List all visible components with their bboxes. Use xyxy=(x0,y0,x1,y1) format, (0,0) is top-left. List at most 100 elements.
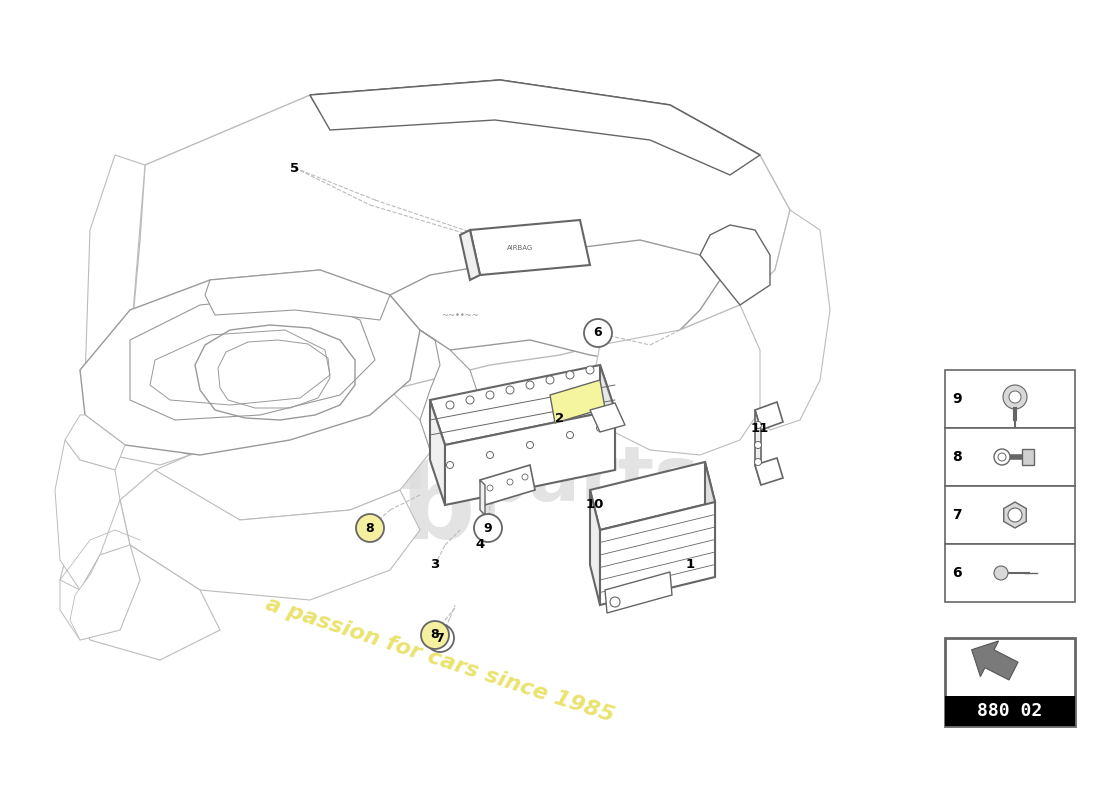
Circle shape xyxy=(610,597,620,607)
Circle shape xyxy=(755,422,761,429)
Circle shape xyxy=(356,514,384,542)
Polygon shape xyxy=(130,80,790,455)
Polygon shape xyxy=(605,572,672,613)
Circle shape xyxy=(446,415,465,435)
Text: 8: 8 xyxy=(431,629,439,642)
Polygon shape xyxy=(550,380,605,423)
Polygon shape xyxy=(755,402,783,430)
Circle shape xyxy=(755,442,761,449)
Bar xyxy=(945,544,1075,602)
Text: parts: parts xyxy=(475,443,701,517)
Polygon shape xyxy=(705,462,715,577)
Circle shape xyxy=(486,451,494,458)
Polygon shape xyxy=(446,410,615,505)
Polygon shape xyxy=(590,490,600,605)
Polygon shape xyxy=(70,545,140,640)
Polygon shape xyxy=(430,365,615,445)
Text: 9: 9 xyxy=(953,392,961,406)
Polygon shape xyxy=(60,500,220,660)
Polygon shape xyxy=(470,220,590,275)
Circle shape xyxy=(1003,385,1027,409)
Polygon shape xyxy=(85,155,190,465)
Circle shape xyxy=(434,405,475,445)
Text: 1: 1 xyxy=(685,558,694,571)
Circle shape xyxy=(586,366,594,374)
Polygon shape xyxy=(310,80,760,175)
Circle shape xyxy=(426,624,454,652)
Circle shape xyxy=(584,319,612,347)
Text: 8: 8 xyxy=(365,522,374,534)
Polygon shape xyxy=(205,270,390,320)
Text: 880 02: 880 02 xyxy=(978,702,1043,720)
Text: euro: euro xyxy=(250,410,518,510)
Circle shape xyxy=(522,474,528,480)
Polygon shape xyxy=(65,415,125,470)
Polygon shape xyxy=(700,225,770,305)
Bar xyxy=(1022,449,1034,465)
Text: AIRBAG: AIRBAG xyxy=(507,245,534,251)
Circle shape xyxy=(998,453,1006,461)
Circle shape xyxy=(596,425,604,431)
Circle shape xyxy=(1009,391,1021,403)
Circle shape xyxy=(486,391,494,399)
Polygon shape xyxy=(155,390,440,520)
Polygon shape xyxy=(600,502,715,605)
Circle shape xyxy=(527,442,534,449)
Circle shape xyxy=(994,566,1008,580)
Polygon shape xyxy=(130,295,375,420)
Circle shape xyxy=(526,381,534,389)
Polygon shape xyxy=(595,305,760,455)
Circle shape xyxy=(421,621,449,649)
Text: 11: 11 xyxy=(751,422,769,434)
Bar xyxy=(945,370,1075,428)
Polygon shape xyxy=(310,80,760,165)
Bar xyxy=(945,696,1075,726)
Text: 7: 7 xyxy=(953,508,961,522)
Polygon shape xyxy=(120,470,420,600)
Circle shape xyxy=(447,462,453,469)
Text: 8: 8 xyxy=(953,450,961,464)
Circle shape xyxy=(755,458,761,466)
Polygon shape xyxy=(460,230,480,280)
Circle shape xyxy=(546,376,554,384)
Bar xyxy=(945,428,1075,486)
Polygon shape xyxy=(390,240,720,360)
Circle shape xyxy=(507,479,513,485)
Polygon shape xyxy=(590,403,625,432)
Circle shape xyxy=(566,431,573,438)
Text: 2: 2 xyxy=(556,411,564,425)
Polygon shape xyxy=(55,440,120,590)
Text: 6: 6 xyxy=(594,326,603,339)
Text: ~~••~~: ~~••~~ xyxy=(441,310,478,319)
Polygon shape xyxy=(480,480,485,515)
Text: a passion for cars since 1985: a passion for cars since 1985 xyxy=(263,594,617,726)
Polygon shape xyxy=(600,365,615,470)
Polygon shape xyxy=(590,462,715,530)
Text: 5: 5 xyxy=(290,162,299,174)
Polygon shape xyxy=(60,545,140,640)
Text: 4: 4 xyxy=(475,538,485,551)
Text: b: b xyxy=(400,459,474,561)
Polygon shape xyxy=(755,410,761,485)
Bar xyxy=(945,638,1075,726)
Circle shape xyxy=(506,386,514,394)
Circle shape xyxy=(566,371,574,379)
Polygon shape xyxy=(700,210,830,430)
Polygon shape xyxy=(150,330,330,405)
Bar xyxy=(945,486,1075,544)
Polygon shape xyxy=(755,458,783,485)
Polygon shape xyxy=(480,465,535,505)
Text: 10: 10 xyxy=(586,498,604,511)
Polygon shape xyxy=(420,330,490,465)
Text: 6: 6 xyxy=(953,566,961,580)
Polygon shape xyxy=(80,270,420,455)
Circle shape xyxy=(466,396,474,404)
Text: 3: 3 xyxy=(430,558,440,571)
Circle shape xyxy=(474,514,502,542)
Circle shape xyxy=(1008,508,1022,522)
Text: 7: 7 xyxy=(436,631,444,645)
Circle shape xyxy=(994,449,1010,465)
Circle shape xyxy=(446,401,454,409)
Circle shape xyxy=(487,485,493,491)
Text: 9: 9 xyxy=(484,522,493,534)
